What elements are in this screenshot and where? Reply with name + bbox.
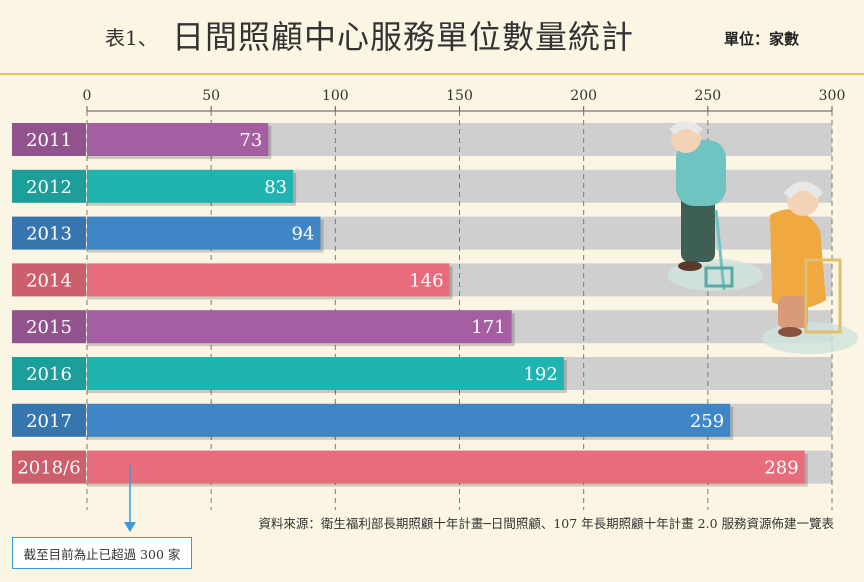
bar: [87, 403, 731, 437]
x-tick-label: 0: [83, 88, 92, 104]
category-label: 2015: [26, 317, 72, 338]
category-tag: [12, 357, 86, 390]
category-label: 2011: [26, 130, 72, 151]
title-prefix: 表1、: [105, 26, 158, 50]
category-tag: [12, 450, 86, 484]
bar: [87, 357, 564, 390]
category-label: 2017: [26, 411, 72, 432]
x-tick-label: 50: [202, 88, 220, 104]
category-tag: [12, 403, 86, 437]
data-label: 83: [264, 177, 287, 198]
x-tick-label: 250: [694, 88, 721, 104]
data-label: 94: [292, 224, 315, 245]
woman-hair: [783, 181, 824, 200]
category-tag: [12, 216, 86, 250]
bar: [87, 450, 805, 484]
category-tag-shade: [12, 123, 86, 156]
x-tick-label: 300: [819, 88, 846, 104]
category-tag-shade: [12, 263, 86, 297]
source-note: 資料來源：衛生福利部長期照顧十年計畫─日間照顧、107 年長期照顧十年計畫 2.…: [258, 516, 834, 531]
callout-box: 截至目前為止已超過 300 家: [12, 537, 192, 569]
category-label: 2016: [26, 364, 72, 385]
category-tag: [12, 169, 86, 203]
category-tag-shade: [12, 450, 86, 484]
category-tag: [12, 310, 86, 344]
data-label: 73: [239, 130, 262, 151]
walking-cane: [714, 209, 726, 291]
man-shoe: [678, 261, 702, 271]
category-tag-shade: [12, 403, 86, 437]
man-body: [676, 140, 726, 206]
category-label: 2012: [26, 177, 72, 198]
man-legs: [681, 190, 715, 262]
walker-frame: [804, 258, 842, 334]
bar: [87, 169, 294, 203]
category-tag-shade: [12, 357, 86, 390]
category-tag-shade: [12, 169, 86, 203]
title-rule: [0, 73, 864, 75]
chart-title: 日間照顧中心服務單位數量統計: [172, 18, 635, 56]
unit-label: 單位：家數: [724, 30, 800, 48]
woman-shoe: [778, 327, 802, 337]
category-tag: [12, 263, 86, 297]
man-hair: [669, 121, 703, 135]
figure-shadow: [762, 322, 858, 354]
category-label: 2013: [26, 224, 72, 245]
callout-arrow-head: [124, 522, 136, 532]
category-label: 2014: [26, 270, 72, 291]
data-label: 171: [471, 317, 505, 338]
x-tick-label: 150: [446, 88, 473, 104]
data-label: 259: [690, 411, 724, 432]
woman-legs: [778, 296, 808, 328]
bar: [87, 216, 321, 250]
walker-frame: [704, 266, 734, 288]
category-label: 2018/6: [17, 458, 80, 479]
data-label: 146: [409, 270, 443, 291]
woman-body: [770, 209, 826, 309]
bar: [87, 263, 450, 297]
category-tag-shade: [12, 216, 86, 250]
category-tag: [12, 123, 86, 156]
category-tag-shade: [12, 310, 86, 344]
x-tick-label: 200: [570, 88, 597, 104]
data-label: 289: [764, 458, 798, 479]
data-label: 192: [523, 364, 557, 385]
x-tick-label: 100: [322, 88, 349, 104]
bar: [87, 310, 512, 344]
bar: [87, 123, 269, 156]
